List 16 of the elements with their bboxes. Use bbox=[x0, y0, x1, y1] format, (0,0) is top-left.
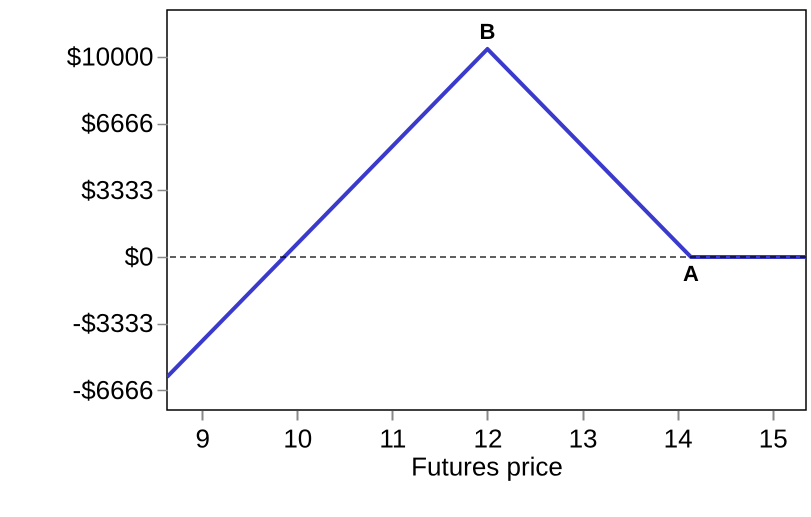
y-tick-label: -$6666 bbox=[72, 374, 154, 405]
annotation: B bbox=[480, 19, 496, 44]
y-tick-label: $6666 bbox=[81, 108, 154, 138]
x-tick-label: 15 bbox=[758, 424, 788, 454]
x-axis-title: Futures price bbox=[411, 452, 563, 482]
x-tick-label: 10 bbox=[283, 424, 312, 454]
y-tick-label: $3333 bbox=[81, 174, 154, 205]
y-tick-label: $0 bbox=[124, 242, 154, 272]
annotation: A bbox=[682, 261, 699, 286]
y-tick-label: $10000 bbox=[66, 42, 154, 72]
x-tick-label: 12 bbox=[473, 424, 502, 454]
x-tick-label: 11 bbox=[379, 424, 406, 454]
y-tick-label: -$3333 bbox=[72, 308, 154, 338]
x-tick-label: 13 bbox=[568, 424, 598, 454]
x-tick-label: 9 bbox=[195, 424, 210, 454]
x-tick-label: 14 bbox=[664, 424, 693, 454]
